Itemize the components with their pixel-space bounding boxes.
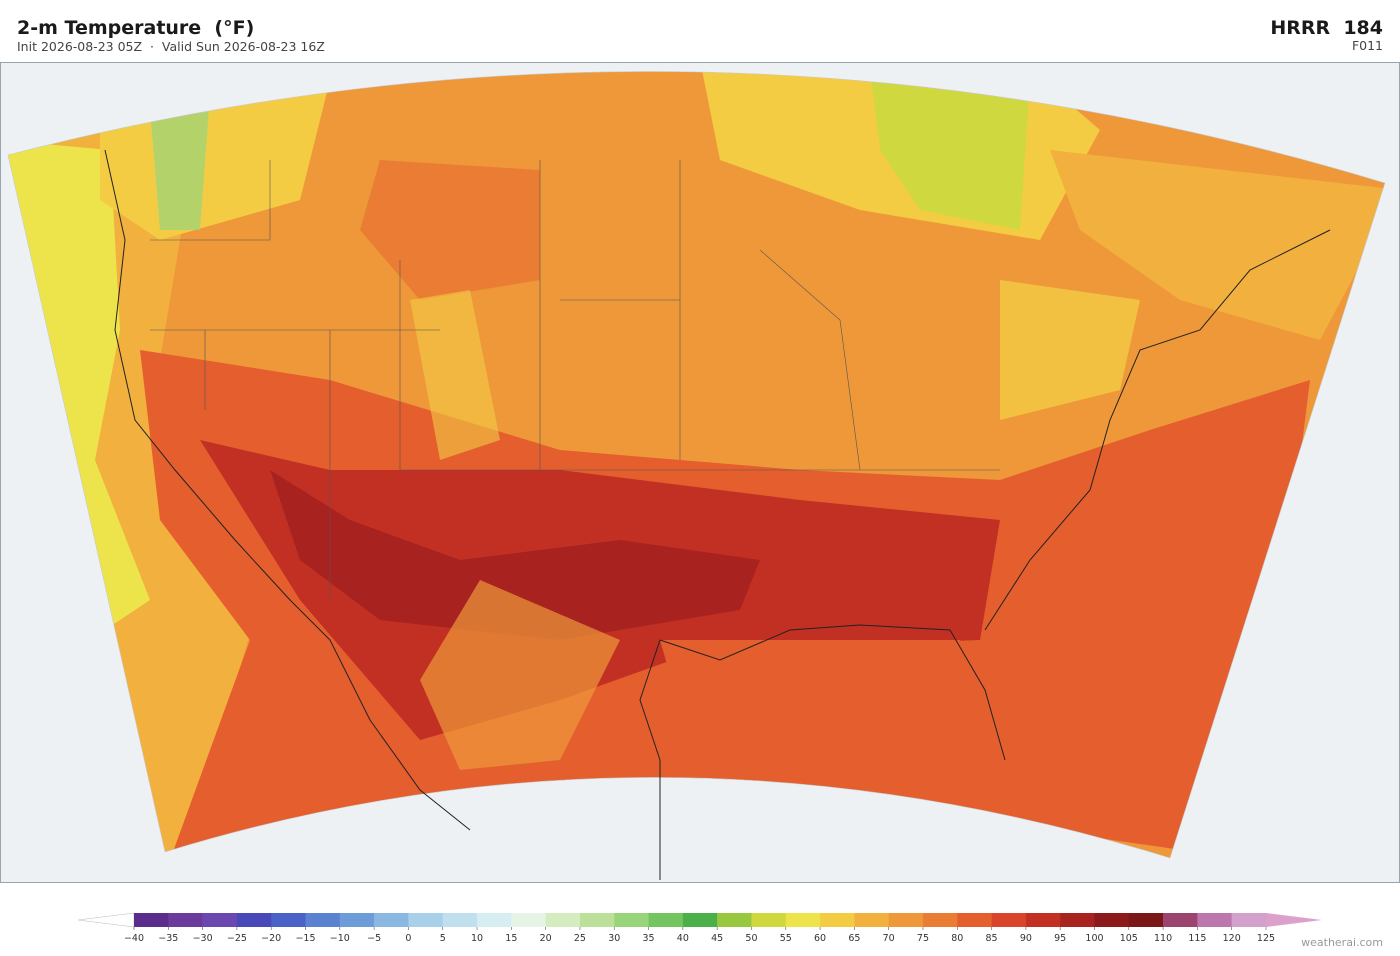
- colorbar-swatch: [305, 913, 341, 927]
- colorbar-swatch: [682, 913, 718, 927]
- colorbar-tick-label: 0: [405, 933, 411, 944]
- colorbar-tick-label: 5: [440, 933, 446, 944]
- colorbar-tick-label: 10: [471, 933, 483, 944]
- colorbar-tick-label: 25: [574, 933, 586, 944]
- colorbar-swatch: [717, 913, 752, 927]
- colorbar-tick-label: −20: [261, 933, 281, 944]
- colorbar-swatch: [1128, 913, 1164, 927]
- colorbar-swatch: [168, 913, 203, 927]
- watermark: weatherai.com: [1301, 936, 1383, 949]
- title: 2-m Temperature (°F): [17, 17, 254, 39]
- colorbar-swatch: [1163, 913, 1198, 927]
- colorbar-swatch: [579, 913, 615, 927]
- colorbar-tick-label: 120: [1223, 933, 1241, 944]
- colorbar-swatch: [648, 913, 684, 927]
- colorbar-tick-label: 90: [1020, 933, 1032, 944]
- colorbar-swatch: [374, 913, 409, 927]
- colorbar-tick-label: −30: [193, 933, 213, 944]
- subtitle: Init 2026-08-23 05Z · Valid Sun 2026-08-…: [17, 39, 325, 54]
- colorbar-tick-label: 125: [1257, 933, 1275, 944]
- colorbar: −40 −35 −30 −25 −20 −15 −10 −5 0 5 10 15 20 25 30 35 40 4…: [77, 912, 1322, 944]
- colorbar-swatch: [477, 913, 512, 927]
- colorbar-tick-label: 50: [745, 933, 757, 944]
- colorbar-tick-label: 45: [711, 933, 723, 944]
- colorbar-swatch: [134, 913, 169, 927]
- colorbar-swatch: [820, 913, 855, 927]
- colorbar-swatch: [511, 913, 546, 927]
- colorbar-tick-label: 55: [780, 933, 792, 944]
- colorbar-tick-label: 105: [1120, 933, 1138, 944]
- colorbar-swatch: [1025, 913, 1061, 927]
- colorbar-swatch: [991, 913, 1027, 927]
- colorbar-swatch: [1231, 913, 1267, 927]
- colorbar-tick-label: 65: [848, 933, 860, 944]
- colorbar-tick-label: 70: [883, 933, 895, 944]
- model-label: HRRR 184: [1270, 17, 1383, 39]
- colorbar-over: [1266, 913, 1322, 927]
- colorbar-swatch: [202, 913, 238, 927]
- temperature-field: [8, 71, 1385, 858]
- colorbar-swatch: [922, 913, 958, 927]
- colorbar-tick-label: −5: [367, 933, 381, 944]
- colorbar-under: [77, 912, 135, 928]
- colorbar-tick-label: 100: [1085, 933, 1103, 944]
- colorbar-swatch: [785, 913, 821, 927]
- colorbar-tick-label: 40: [677, 933, 689, 944]
- colorbar-tick-label: −35: [158, 933, 178, 944]
- colorbar-swatch: [1094, 913, 1130, 927]
- colorbar-tick-label: 110: [1154, 933, 1172, 944]
- colorbar-tick-label: 75: [917, 933, 929, 944]
- colorbar-tick-label: 95: [1054, 933, 1066, 944]
- colorbar-swatch: [751, 913, 787, 927]
- colorbar-tick-label: 115: [1188, 933, 1206, 944]
- colorbar-swatch: [854, 913, 889, 927]
- colorbar-tick-label: 35: [642, 933, 654, 944]
- colorbar-swatch: [1060, 913, 1095, 927]
- colorbar-tick-label: 60: [814, 933, 826, 944]
- colorbar-tick-label: −10: [330, 933, 350, 944]
- colorbar-tick-label: 20: [540, 933, 552, 944]
- colorbar-tick-label: 80: [951, 933, 963, 944]
- colorbar-swatch: [408, 913, 444, 927]
- colorbar-tick-label: 15: [505, 933, 517, 944]
- colorbar-swatch: [957, 913, 992, 927]
- forecast-hour: F011: [1352, 38, 1383, 53]
- colorbar-swatch: [442, 913, 478, 927]
- state-borders: [150, 160, 1000, 600]
- colorbar-swatch: [614, 913, 649, 927]
- colorbar-swatch: [236, 913, 272, 927]
- coastlines: [104, 149, 1331, 880]
- colorbar-tick-label: −25: [227, 933, 247, 944]
- colorbar-swatch: [271, 913, 306, 927]
- colorbar-swatch: [339, 913, 375, 927]
- colorbar-tick-label: 85: [986, 933, 998, 944]
- domain-outline: [7, 71, 1386, 859]
- colorbar-tick-label: 30: [608, 933, 620, 944]
- colorbar-tick-label: −15: [295, 933, 315, 944]
- colorbar-tick-label: −40: [124, 933, 144, 944]
- colorbar-swatch: [1197, 913, 1232, 927]
- colorbar-swatch: [545, 913, 581, 927]
- colorbar-swatch: [888, 913, 924, 927]
